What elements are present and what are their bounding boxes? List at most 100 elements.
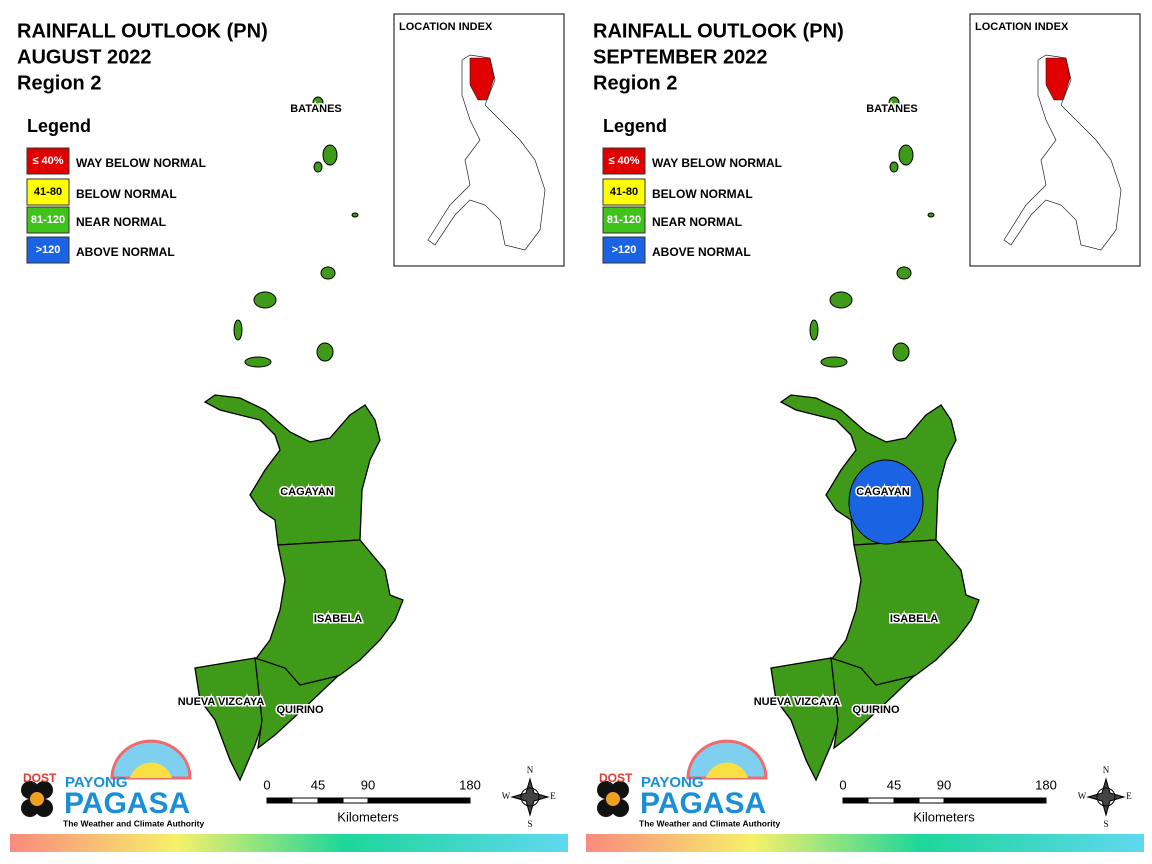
logo-center <box>30 792 44 806</box>
scale-label: 45 <box>311 777 325 792</box>
legend-swatch-text: ≤ 40% <box>608 155 639 167</box>
legend-label: ABOVE NORMAL <box>652 245 751 259</box>
legend-swatch-text: 41-80 <box>34 186 62 198</box>
inset-title: LOCATION INDEX <box>975 21 1069 33</box>
legend-swatch <box>602 147 646 175</box>
scale-segment <box>893 797 920 804</box>
logo-agency: DOST <box>599 771 633 785</box>
legend-title: Legend <box>27 116 91 136</box>
logo-sun <box>706 762 748 778</box>
legend-title: Legend <box>603 116 667 136</box>
compass-letter: S <box>527 819 532 829</box>
scale-label: 90 <box>937 777 951 792</box>
compass-letter: E <box>550 791 556 801</box>
legend-label: NEAR NORMAL <box>652 215 742 229</box>
legend-swatch-text: 81-120 <box>607 214 641 226</box>
map-title: Region 2 <box>17 72 101 94</box>
island <box>896 266 912 280</box>
scale-segment <box>291 797 319 804</box>
footer-gradient <box>10 834 568 852</box>
inset-region <box>1045 57 1071 101</box>
scale-segment <box>317 797 344 804</box>
legend-label: BELOW NORMAL <box>652 187 753 201</box>
province <box>203 394 381 546</box>
province <box>770 657 839 782</box>
island <box>888 96 900 110</box>
island <box>233 319 243 341</box>
legend-swatch <box>26 147 70 175</box>
legend-swatch-text: ≤ 40% <box>32 155 63 167</box>
scale-segment <box>266 797 293 804</box>
logo-umbrella <box>110 739 192 780</box>
province-label: BATANES <box>290 103 342 115</box>
legend-swatch <box>26 178 70 206</box>
map-panel: RAINFALL OUTLOOK (PN) AUGUST 2022 Region 2… <box>10 13 568 852</box>
scale-segment <box>867 797 895 804</box>
legend-swatch-text: 81-120 <box>31 214 65 226</box>
province-label: BATANES <box>866 103 918 115</box>
scale-label: 180 <box>459 777 481 792</box>
logo-umbrella <box>686 739 768 780</box>
province <box>830 657 917 750</box>
legend-swatch-text: >120 <box>36 244 61 256</box>
map-title: RAINFALL OUTLOOK (PN) <box>17 20 268 42</box>
logo-tagline: The Weather and Climate Authority <box>639 818 780 828</box>
province-label: ISABELA <box>890 613 938 625</box>
island <box>809 319 819 341</box>
province-label: ISABELA <box>314 613 362 625</box>
legend-swatch <box>602 206 646 234</box>
island <box>820 356 848 368</box>
logo-center <box>606 792 620 806</box>
map-title: RAINFALL OUTLOOK (PN) <box>593 20 844 42</box>
map-panel: RAINFALL OUTLOOK (PN) SEPTEMBER 2022 Regio… <box>586 13 1144 852</box>
compass-ring <box>520 787 540 807</box>
legend-label: WAY BELOW NORMAL <box>76 156 206 170</box>
island <box>320 266 336 280</box>
scale-segment <box>842 797 869 804</box>
logo-brand-top: PAYONG <box>65 774 128 791</box>
province <box>194 657 263 782</box>
compass-letter: N <box>527 765 534 775</box>
legend-swatch <box>26 236 70 264</box>
province <box>254 657 341 750</box>
legend-swatch-text: >120 <box>612 244 637 256</box>
legend-label: NEAR NORMAL <box>76 215 166 229</box>
inset-country <box>427 54 546 251</box>
island <box>889 161 899 173</box>
compass-letter: W <box>1078 791 1087 801</box>
province-label: QUIRINO <box>852 704 900 716</box>
province-label: QUIRINO <box>276 704 324 716</box>
island <box>313 161 323 173</box>
compass-rose <box>510 777 550 817</box>
legend-swatch <box>602 236 646 264</box>
scale-segment <box>918 797 945 804</box>
logo-brand: PAGASA <box>64 787 190 820</box>
legend-swatch-text: 41-80 <box>610 186 638 198</box>
island <box>927 212 935 218</box>
island <box>244 356 272 368</box>
rainfall-overlay <box>848 459 924 545</box>
province-label: NUEVA VIZCAYA <box>754 696 841 708</box>
scale-unit: Kilometers <box>913 809 975 824</box>
island <box>892 342 910 362</box>
legend-swatch <box>26 206 70 234</box>
compass-letter: E <box>1126 791 1132 801</box>
island <box>351 212 359 218</box>
logo-agency: DOST <box>23 771 57 785</box>
island <box>312 96 324 110</box>
footer-gradient <box>586 834 1144 852</box>
logo-brand-top: PAYONG <box>641 774 704 791</box>
island <box>322 144 338 166</box>
compass-letter: W <box>502 791 511 801</box>
inset-region <box>469 57 495 101</box>
scale-label: 90 <box>361 777 375 792</box>
scale-segment <box>943 797 1047 804</box>
province-label: CAGAYAN <box>280 486 334 498</box>
inset-country <box>1003 54 1122 251</box>
legend-label: ABOVE NORMAL <box>76 245 175 259</box>
island <box>829 291 853 309</box>
scale-label: 0 <box>263 777 270 792</box>
province-label: CAGAYAN <box>856 486 910 498</box>
scale-label: 45 <box>887 777 901 792</box>
